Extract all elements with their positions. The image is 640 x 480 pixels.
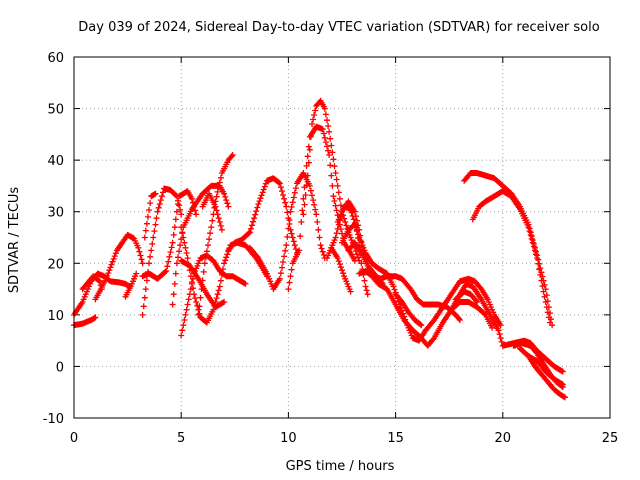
series-markers: [139, 188, 200, 282]
series-pass-04: [92, 231, 146, 303]
series-pass-24: [356, 268, 496, 349]
series-markers: [79, 273, 105, 293]
plot-area-frame: [73, 56, 611, 419]
y-tick-label: -10: [43, 412, 64, 427]
x-tick-label: 5: [177, 431, 185, 446]
series-pass-28: [452, 288, 481, 305]
series-pass-23: [328, 244, 354, 295]
series-markers: [92, 231, 146, 303]
series-pass-13: [195, 152, 236, 318]
series-pass-03: [79, 273, 105, 293]
series-markers: [525, 353, 566, 388]
series-pass-07: [139, 188, 200, 282]
series-pass-14: [199, 190, 225, 233]
series-pass-25: [392, 291, 425, 329]
series-markers: [246, 170, 328, 293]
series-pass-30: [469, 188, 553, 326]
series-pass-33: [525, 353, 566, 388]
series-pass-16: [246, 170, 328, 293]
series-markers: [199, 190, 225, 233]
series-pass-12: [178, 252, 249, 339]
series-markers: [469, 188, 553, 326]
series-markers: [328, 244, 354, 295]
series-pass-05: [122, 270, 140, 300]
series-markers: [392, 291, 425, 329]
y-tick-label: 10: [47, 309, 64, 324]
x-tick-label: 20: [495, 431, 512, 446]
y-tick-label: 60: [47, 51, 64, 66]
x-tick-label: 15: [387, 431, 404, 446]
x-tick-label: 10: [280, 431, 297, 446]
series-markers: [178, 252, 249, 339]
series-markers: [356, 268, 496, 349]
x-tick-label: 0: [70, 431, 78, 446]
series-markers: [422, 275, 504, 334]
series-pass-08: [141, 190, 159, 241]
y-tick-label: 0: [56, 360, 64, 375]
x-tick-label: 25: [602, 431, 619, 446]
y-tick-label: 40: [47, 154, 64, 169]
series-pass-26: [422, 275, 504, 334]
chart-title: Day 039 of 2024, Sidereal Day-to-day VTE…: [78, 20, 599, 35]
series-markers: [452, 288, 481, 305]
series-markers: [141, 190, 159, 241]
data-series-layer: [71, 97, 568, 401]
axis-ticks: 0 5 10 15 20 25 -10 0 10 20 30 40 50 60: [43, 51, 619, 446]
series-markers: [225, 175, 300, 256]
y-axis-label: SDTVAR / TECUs: [7, 187, 22, 294]
series-pass-09: [169, 182, 232, 308]
y-tick-label: 20: [47, 257, 64, 272]
series-markers: [122, 270, 140, 300]
y-tick-label: 30: [47, 206, 64, 221]
x-axis-label: GPS time / hours: [286, 459, 395, 474]
y-tick-label: 50: [47, 103, 64, 118]
series-pass-15: [225, 175, 300, 256]
series-markers: [169, 182, 232, 308]
series-markers: [195, 152, 236, 318]
